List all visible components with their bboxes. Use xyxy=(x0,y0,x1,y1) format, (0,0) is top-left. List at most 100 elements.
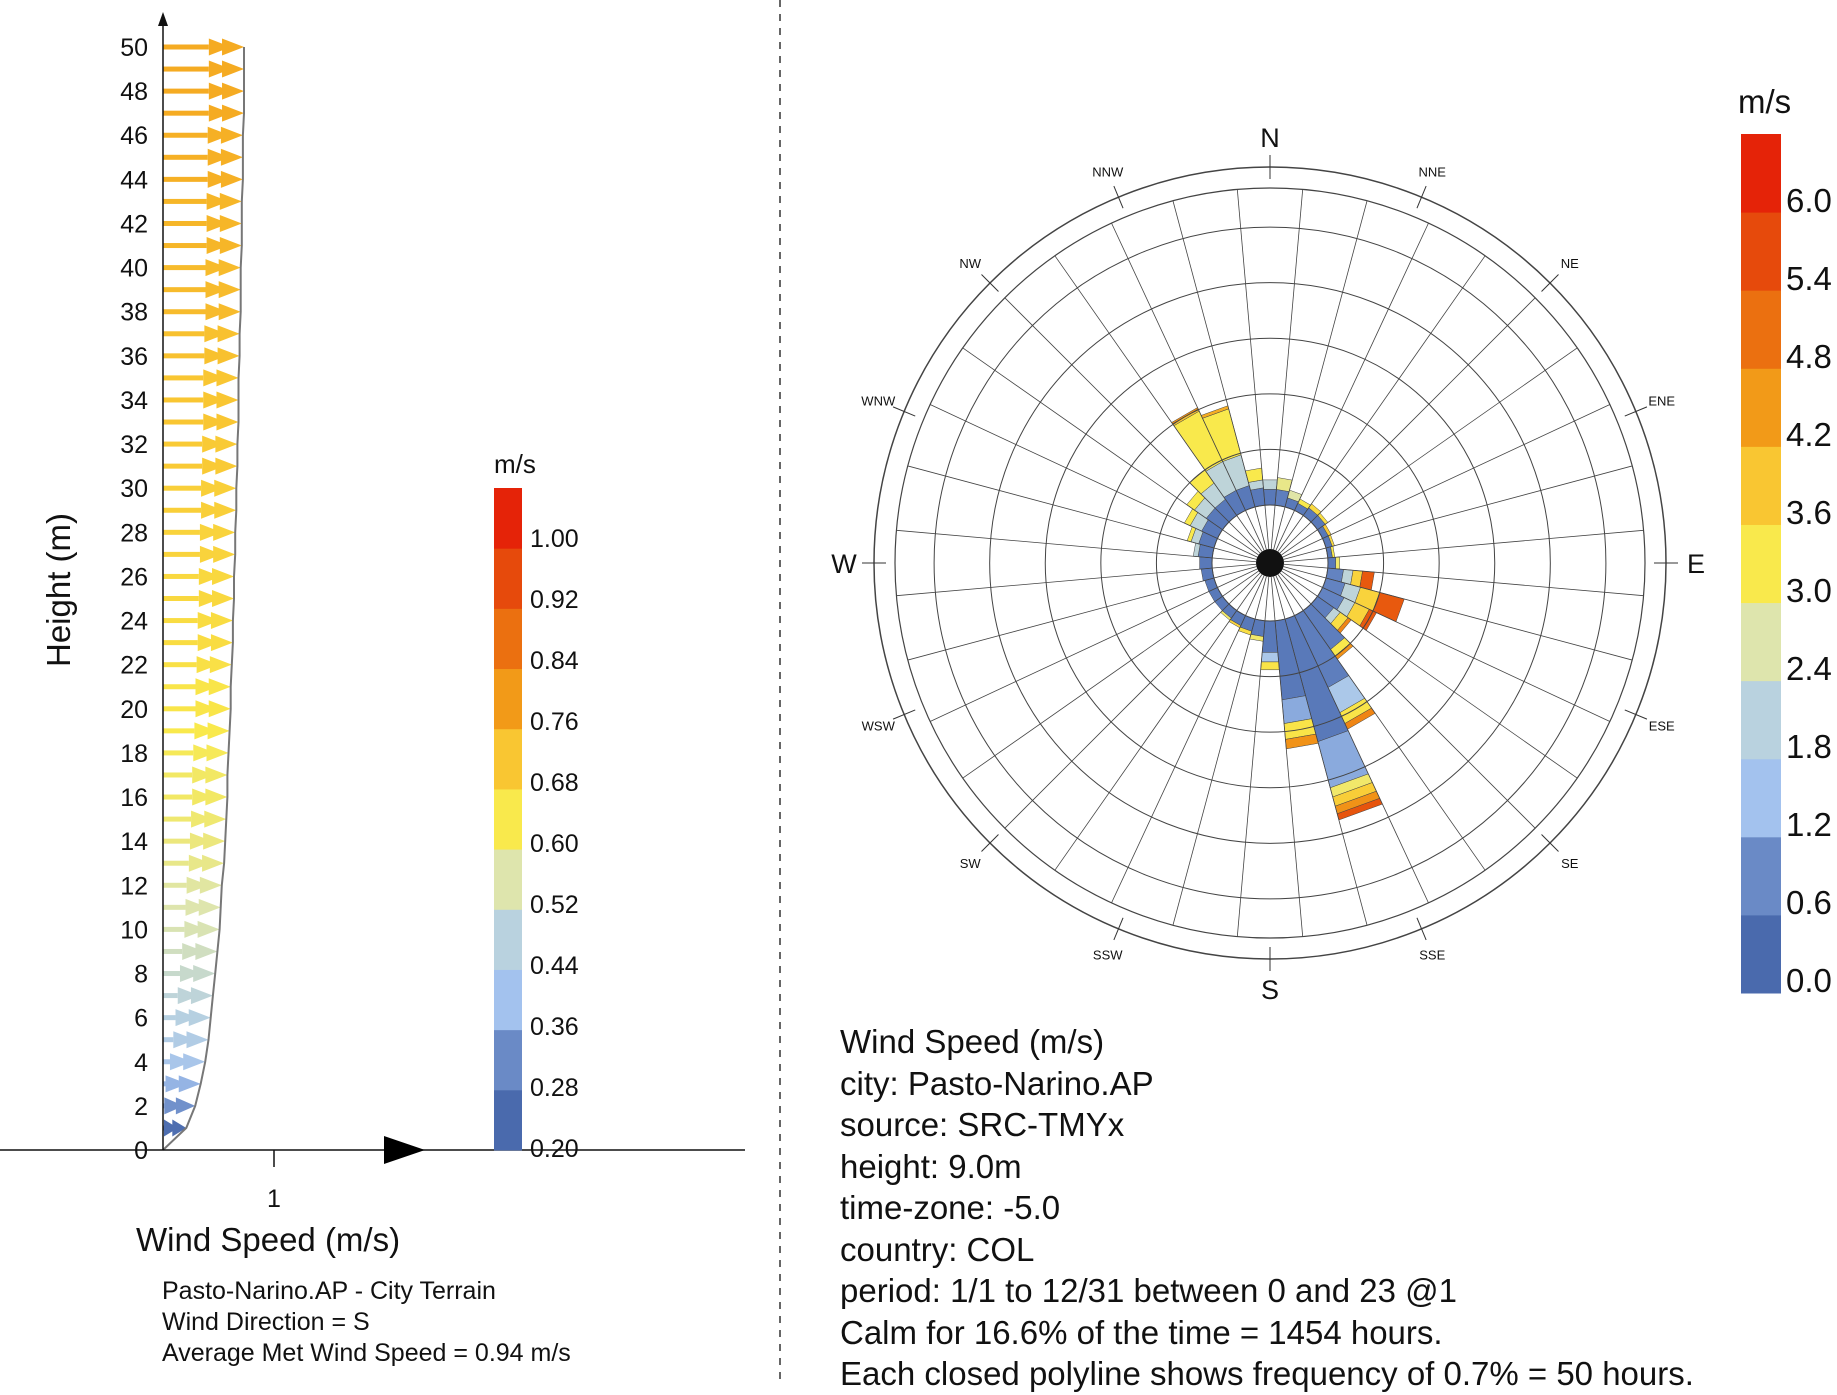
profile-arrowhead xyxy=(203,391,226,409)
profile-arrowhead xyxy=(206,237,229,255)
x-tick-label: 1 xyxy=(267,1185,281,1213)
profile-legend-swatch xyxy=(494,909,522,970)
profile-legend-swatch xyxy=(494,488,522,549)
profile-arrowhead xyxy=(204,347,227,365)
profile-arrowhead xyxy=(185,898,208,916)
profile-arrow xyxy=(163,110,209,116)
profile-arrowhead xyxy=(202,435,225,453)
profile-arrowhead xyxy=(189,832,212,850)
rose-spoke xyxy=(1275,222,1429,551)
profile-arrow xyxy=(163,331,205,337)
direction-label-wsw: WSW xyxy=(862,718,896,733)
direction-tick xyxy=(1624,406,1648,417)
rose-spoke xyxy=(1273,200,1368,550)
profile-legend-label: 0.92 xyxy=(530,586,579,614)
y-tick-label: 30 xyxy=(120,475,148,503)
direction-label-ese: ESE xyxy=(1649,718,1675,733)
profile-arrowhead xyxy=(203,413,226,431)
profile-arrowhead xyxy=(182,942,205,960)
direction-tick xyxy=(981,834,999,852)
profile-legend-labels: 1.00 0.92 0.84 0.76 0.68 0.60 0.52 0.44 0.36 0.28… xyxy=(530,525,579,1163)
profile-curve xyxy=(162,47,245,1151)
y-tick-label: 4 xyxy=(134,1049,148,1077)
profile-note-direction: Wind Direction = S xyxy=(162,1308,370,1336)
profile-arrowhead xyxy=(173,1031,196,1049)
profile-arrowhead xyxy=(210,634,233,652)
profile-arrowhead xyxy=(220,126,243,144)
profile-arrowhead xyxy=(201,479,224,497)
profile-arrow xyxy=(163,971,180,977)
profile-legend-label: 1.00 xyxy=(530,525,579,553)
rose-spoke xyxy=(1281,570,1578,779)
profile-legend-swatch xyxy=(494,548,522,609)
profile-arrow xyxy=(163,132,208,138)
rose-spoke xyxy=(1004,297,1261,554)
rose-boundary xyxy=(894,187,1646,939)
profile-arrowhead xyxy=(218,303,241,321)
profile-arrowhead xyxy=(210,612,233,630)
profile-arrow xyxy=(163,66,209,72)
profile-arrowhead xyxy=(217,347,240,365)
rose-spoke xyxy=(1282,404,1611,558)
profile-arrowhead xyxy=(214,501,237,519)
frequency-ring xyxy=(1211,504,1329,622)
profile-arrowhead xyxy=(198,567,221,585)
y-tick-label: 34 xyxy=(120,387,148,415)
profile-arrowhead xyxy=(172,1119,187,1137)
profile-arrowhead xyxy=(175,1097,196,1115)
profile-arrowhead xyxy=(177,987,200,1005)
profile-arrowhead xyxy=(208,678,231,696)
profile-arrow xyxy=(163,948,183,954)
profile-legend-swatch xyxy=(494,668,522,730)
direction-tick xyxy=(1624,709,1648,720)
direction-label-ene: ENE xyxy=(1648,394,1675,409)
profile-arrow xyxy=(163,1037,174,1043)
profile-legend-swatch xyxy=(494,788,522,850)
rose-spoke xyxy=(907,465,1257,560)
rose-note-source: source: SRC-TMYx xyxy=(840,1106,1125,1143)
profile-arrow xyxy=(163,1015,176,1021)
profile-arrowhead xyxy=(188,1009,211,1027)
profile-arrowhead xyxy=(195,700,218,718)
y-tick-label: 12 xyxy=(120,872,148,900)
frequency-ring xyxy=(989,282,1551,844)
x-axis-title: Wind Speed (m/s) xyxy=(136,1221,400,1258)
rose-wedge-segment xyxy=(1260,661,1280,671)
y-tick-label: 10 xyxy=(120,916,148,944)
y-tick-label: 24 xyxy=(120,608,148,636)
rose-spoke xyxy=(1283,529,1644,563)
profile-arrowhead xyxy=(203,832,226,850)
rose-legend-swatch xyxy=(1741,758,1781,838)
profile-legend-label: 0.68 xyxy=(530,769,579,797)
profile-arrow xyxy=(163,794,193,800)
rose-legend-swatches xyxy=(1741,134,1781,994)
profile-arrow xyxy=(163,750,194,756)
profile-legend-swatches xyxy=(494,488,522,1151)
profile-legend-label: 0.84 xyxy=(530,647,579,675)
rose-spoke xyxy=(1111,575,1265,904)
profile-arrow xyxy=(163,154,208,160)
profile-arrow xyxy=(163,728,195,734)
profile-arrowhead xyxy=(205,788,228,806)
direction-label-nnw: NNW xyxy=(1092,164,1124,179)
profile-arrow xyxy=(163,220,207,226)
profile-arrowhead xyxy=(190,987,213,1005)
rose-note-calm: Calm for 16.6% of the time = 1454 hours. xyxy=(840,1313,1443,1351)
profile-arrowhead xyxy=(192,766,215,784)
y-tick-label: 14 xyxy=(120,828,148,856)
profile-arrow xyxy=(163,529,200,535)
profile-arrowhead xyxy=(213,545,236,563)
profile-arrowhead xyxy=(208,104,231,122)
y-tick-label: 8 xyxy=(134,961,148,989)
profile-arrow xyxy=(163,706,196,712)
rose-wedges xyxy=(1171,405,1405,821)
direction-tick xyxy=(1541,834,1559,852)
profile-arrowhead xyxy=(208,82,231,100)
direction-tick xyxy=(981,274,999,292)
profile-arrow xyxy=(163,397,204,403)
profile-arrow xyxy=(163,463,203,469)
rose-note-timezone: time-zone: -5.0 xyxy=(840,1189,1061,1226)
profile-arrowhead xyxy=(195,678,218,696)
profile-arrow xyxy=(163,573,199,579)
rose-legend-label: 6.0 xyxy=(1786,182,1832,219)
